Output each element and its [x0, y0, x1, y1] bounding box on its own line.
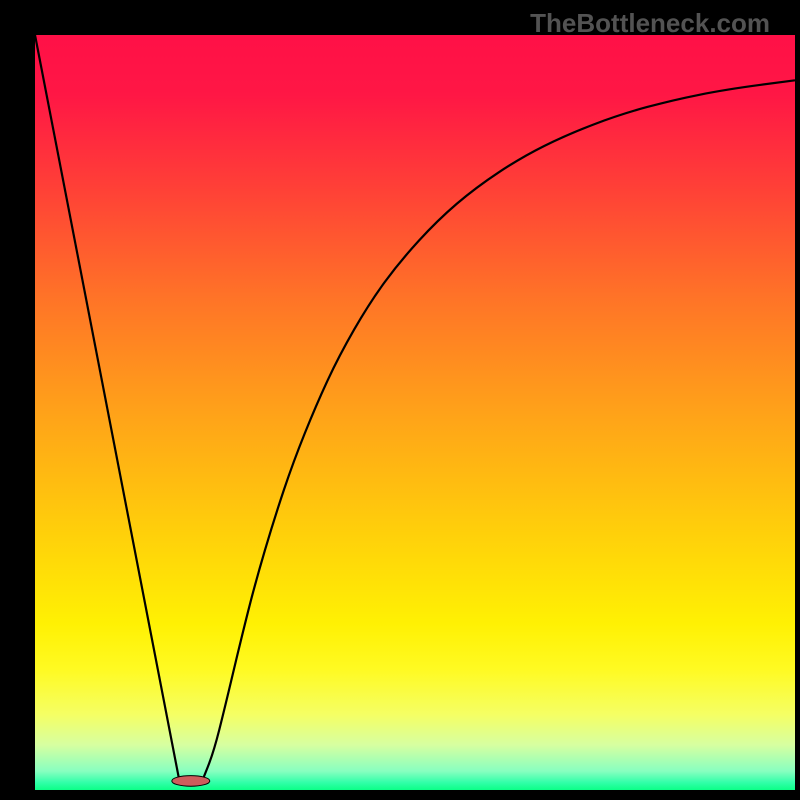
- left-line-segment: [35, 35, 179, 781]
- minimum-marker: [172, 776, 210, 787]
- attribution-watermark: TheBottleneck.com: [530, 8, 770, 39]
- chart-container: TheBottleneck.com: [0, 0, 800, 800]
- chart-svg: [0, 0, 800, 800]
- curve-line: [202, 80, 795, 781]
